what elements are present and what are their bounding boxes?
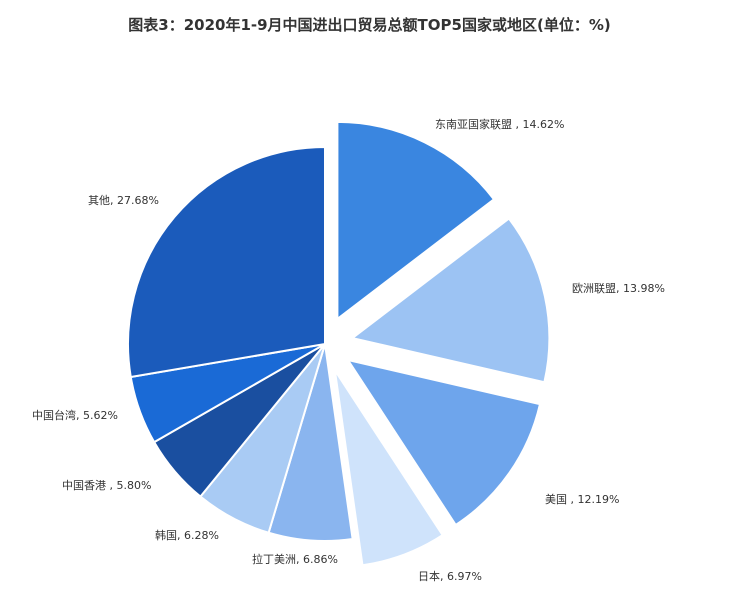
slice-label-9: 其他, 27.68% [88, 194, 159, 207]
pie-slice-3 [345, 358, 542, 527]
slice-label-6: 韩国, 6.28% [155, 528, 219, 542]
pie-slice-4 [333, 369, 444, 567]
pie-slice-2 [350, 217, 551, 384]
pie-slice-9 [127, 145, 326, 379]
slice-label-3: 美国 , 12.19% [545, 493, 619, 506]
slice-label-1: 东南亚国家联盟 , 14.62% [435, 117, 564, 131]
slice-label-8: 中国台湾, 5.62% [32, 408, 118, 422]
pie-slice-1 [336, 120, 496, 321]
slice-label-7: 中国香港 , 5.80% [62, 479, 151, 492]
chart-title: 图表3：2020年1-9月中国进出口贸易总额TOP5国家或地区(单位：%) [128, 16, 611, 34]
slice-label-2: 欧洲联盟, 13.98% [572, 282, 665, 295]
slice-label-5: 拉丁美洲, 6.86% [252, 552, 338, 566]
slice-label-4: 日本, 6.97% [418, 569, 482, 583]
